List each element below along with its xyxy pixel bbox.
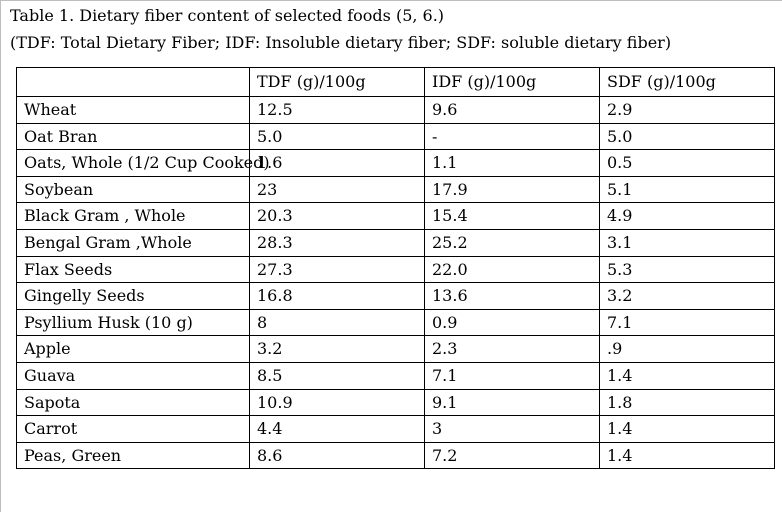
idf-value: 7.2 — [424, 441, 600, 470]
table-row: Black Gram , Whole 20.3 15.4 4.9 — [16, 202, 775, 230]
table-header-row: TDF (g)/100g IDF (g)/100g SDF (g)/100g — [16, 67, 775, 97]
sdf-value: 5.1 — [599, 175, 775, 204]
header-food — [16, 67, 250, 97]
table-row: Wheat 12.5 9.6 2.9 — [16, 96, 775, 124]
table-row: Oats, Whole (1/2 Cup Cooked) 1.6 1.1 0.5 — [16, 149, 775, 177]
table-legend: (TDF: Total Dietary Fiber; IDF: Insolubl… — [10, 33, 672, 52]
food-name: Apple — [16, 335, 250, 363]
food-name: Peas, Green — [16, 441, 250, 470]
tdf-value: 16.8 — [249, 282, 425, 310]
idf-value: 0.9 — [424, 308, 600, 337]
idf-value: 25.2 — [424, 228, 600, 257]
table-row: Guava 8.5 7.1 1.4 — [16, 361, 775, 390]
sdf-value: 1.4 — [599, 415, 775, 443]
table-row: Gingelly Seeds 16.8 13.6 3.2 — [16, 282, 775, 310]
tdf-value: 4.4 — [249, 415, 425, 443]
food-name: Gingelly Seeds — [16, 282, 250, 310]
food-name: Soybean — [16, 175, 250, 204]
food-name: Black Gram , Whole — [16, 202, 250, 230]
tdf-value: 20.3 — [249, 202, 425, 230]
header-tdf: TDF (g)/100g — [249, 67, 425, 97]
idf-value: - — [424, 122, 600, 151]
table-row: Carrot 4.4 3 1.4 — [16, 415, 775, 443]
sdf-value: 5.0 — [599, 122, 775, 151]
sdf-value: 1.4 — [599, 441, 775, 470]
food-name: Wheat — [16, 96, 250, 124]
sdf-value: 2.9 — [599, 96, 775, 124]
table-row: Psyllium Husk (10 g) 8 0.9 7.1 — [16, 308, 775, 337]
tdf-value: 1.6 — [249, 149, 425, 177]
idf-value: 17.9 — [424, 175, 600, 204]
tdf-value: 12.5 — [249, 96, 425, 124]
header-sdf: SDF (g)/100g — [599, 67, 775, 97]
table-row: Oat Bran 5.0 - 5.0 — [16, 122, 775, 151]
food-name: Guava — [16, 361, 250, 390]
food-name: Psyllium Husk (10 g) — [16, 308, 250, 337]
tdf-value: 23 — [249, 175, 425, 204]
food-name: Sapota — [16, 388, 250, 417]
idf-value: 7.1 — [424, 361, 600, 390]
sdf-value: 0.5 — [599, 149, 775, 177]
idf-value: 1.1 — [424, 149, 600, 177]
table-row: Soybean 23 17.9 5.1 — [16, 175, 775, 204]
tdf-value: 10.9 — [249, 388, 425, 417]
food-name: Bengal Gram ,Whole — [16, 228, 250, 257]
tdf-value: 5.0 — [249, 122, 425, 151]
sdf-value: 3.1 — [599, 228, 775, 257]
idf-value: 3 — [424, 415, 600, 443]
idf-value: 9.6 — [424, 96, 600, 124]
idf-value: 22.0 — [424, 255, 600, 284]
table-caption: Table 1. Dietary fiber content of select… — [10, 6, 445, 25]
idf-value: 15.4 — [424, 202, 600, 230]
table-row: Apple 3.2 2.3 .9 — [16, 335, 775, 363]
fiber-table: TDF (g)/100g IDF (g)/100g SDF (g)/100g W… — [16, 67, 775, 470]
food-name: Flax Seeds — [16, 255, 250, 284]
food-name: Oat Bran — [16, 122, 250, 151]
table-row: Bengal Gram ,Whole 28.3 25.2 3.1 — [16, 228, 775, 257]
tdf-value: 8.5 — [249, 361, 425, 390]
tdf-value: 3.2 — [249, 335, 425, 363]
idf-value: 9.1 — [424, 388, 600, 417]
tdf-value: 28.3 — [249, 228, 425, 257]
tdf-value: 27.3 — [249, 255, 425, 284]
header-idf: IDF (g)/100g — [424, 67, 600, 97]
sdf-value: 1.8 — [599, 388, 775, 417]
table-row: Sapota 10.9 9.1 1.8 — [16, 388, 775, 417]
sdf-value: 3.2 — [599, 282, 775, 310]
idf-value: 13.6 — [424, 282, 600, 310]
idf-value: 2.3 — [424, 335, 600, 363]
sdf-value: 1.4 — [599, 361, 775, 390]
tdf-value: 8.6 — [249, 441, 425, 470]
sdf-value: 7.1 — [599, 308, 775, 337]
tdf-value: 8 — [249, 308, 425, 337]
sdf-value: 4.9 — [599, 202, 775, 230]
table-row: Flax Seeds 27.3 22.0 5.3 — [16, 255, 775, 284]
food-name: Oats, Whole (1/2 Cup Cooked) — [16, 149, 270, 177]
table-row: Peas, Green 8.6 7.2 1.4 — [16, 441, 775, 470]
food-name: Carrot — [16, 415, 250, 443]
sdf-value: .9 — [599, 335, 775, 363]
sdf-value: 5.3 — [599, 255, 775, 284]
